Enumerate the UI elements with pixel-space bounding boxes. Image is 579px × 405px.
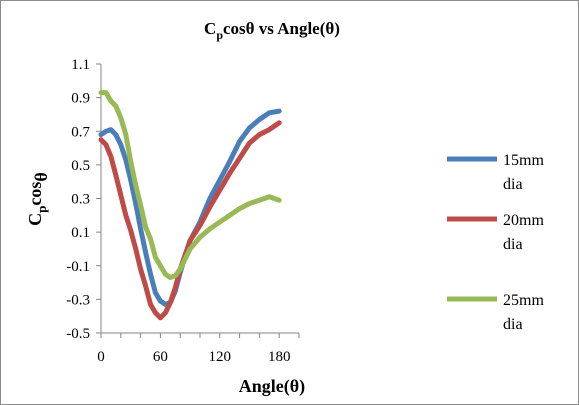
series-line-3	[98, 90, 282, 280]
y-tick-label: -0.3	[66, 292, 90, 308]
series-line-2	[98, 120, 282, 321]
series-layer	[98, 90, 282, 321]
y-axis-title: Cpcosθ	[25, 172, 51, 226]
chart-title: Cpcosθ vs Angle(θ)	[204, 19, 340, 42]
series-line-1	[98, 108, 282, 307]
x-tick-label: 0	[97, 349, 105, 365]
ticks: -0.5 -0.3 -0.1 0.1 0.3 0.5 0.7 0.9 1.1 0 60 120 180	[66, 57, 300, 365]
y-tick-label: 0.5	[71, 158, 90, 174]
legend-label-3: 25mm dia	[503, 292, 544, 333]
x-axis-title: Angle(θ)	[239, 376, 305, 397]
x-tick-label: 120	[209, 349, 232, 365]
y-tick-label: 0.1	[71, 225, 90, 241]
x-tick-label: 180	[268, 349, 291, 365]
y-tick-label: -0.1	[66, 259, 90, 275]
y-tick-label: -0.5	[66, 326, 90, 342]
x-tick-label: 60	[153, 349, 168, 365]
legend: 15mm dia 20mm dia 25mm dia	[447, 152, 544, 333]
y-tick-label: 0.7	[71, 124, 90, 140]
y-tick-label: 0.9	[71, 91, 90, 107]
legend-label-1: 15mm dia	[503, 152, 544, 193]
y-tick-label: 0.3	[71, 192, 90, 208]
y-tick-label: 1.1	[71, 57, 90, 73]
legend-label-2: 20mm dia	[503, 212, 544, 253]
